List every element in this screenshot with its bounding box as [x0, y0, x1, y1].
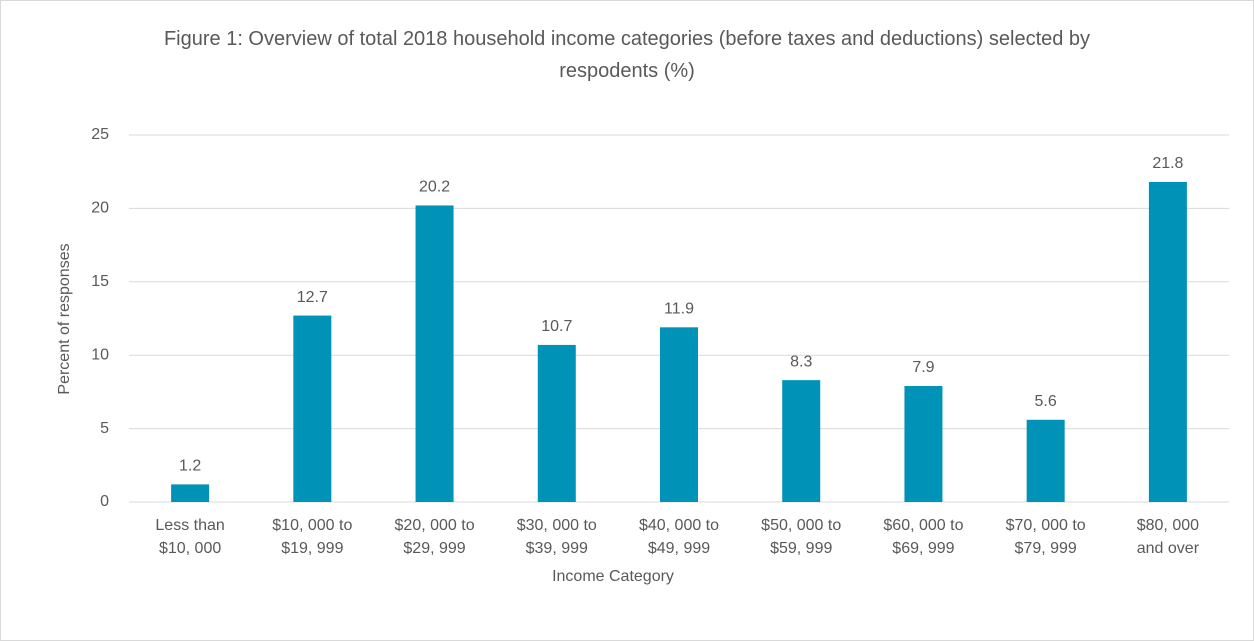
- x-tick-label: $29, 999: [403, 540, 465, 557]
- x-axis-label: Income Category: [552, 568, 674, 585]
- data-label: 7.9: [912, 359, 934, 376]
- x-tick-label: $60, 000 to: [883, 517, 963, 534]
- chart-title: Figure 1: Overview of total 2018 househo…: [163, 28, 1091, 82]
- y-tick-label: 20: [91, 200, 109, 217]
- x-tick-label: $70, 000 to: [1006, 517, 1086, 534]
- x-tick-label: $49, 999: [648, 540, 710, 557]
- data-label: 20.2: [419, 179, 450, 196]
- y-tick-label: 0: [100, 493, 109, 510]
- x-tick-label: $69, 999: [892, 540, 954, 557]
- bar: [904, 386, 943, 502]
- y-tick-label: 25: [91, 126, 109, 143]
- x-tick-label: $20, 000 to: [395, 517, 475, 534]
- bar: [1026, 419, 1065, 502]
- bar: [415, 205, 454, 503]
- data-label: 12.7: [297, 289, 328, 306]
- x-tick-label: Less than: [155, 517, 224, 534]
- bar: [782, 380, 821, 502]
- x-tick-label: and over: [1137, 540, 1200, 557]
- x-tick-label: $79, 999: [1015, 540, 1077, 557]
- x-tick-label: $39, 999: [526, 540, 588, 557]
- x-tick-label: $10, 000: [159, 540, 221, 557]
- bar: [293, 315, 332, 502]
- x-tick-label: $19, 999: [281, 540, 343, 557]
- x-tick-label: $80, 000: [1137, 517, 1199, 534]
- data-label: 8.3: [790, 353, 812, 370]
- y-tick-label: 15: [91, 273, 109, 290]
- x-tick-label: $10, 000 to: [272, 517, 352, 534]
- y-tick-label: 10: [91, 346, 109, 363]
- bar: [1148, 181, 1187, 502]
- x-tick-label: $50, 000 to: [761, 517, 841, 534]
- bar: [537, 344, 576, 502]
- data-label: 11.9: [664, 301, 694, 318]
- x-tick-label: $30, 000 to: [517, 517, 597, 534]
- data-label: 5.6: [1035, 393, 1057, 410]
- bar: [660, 327, 698, 502]
- y-axis-label: Percent of responses: [56, 243, 73, 394]
- data-label: 1.2: [179, 458, 201, 475]
- data-label: 10.7: [541, 318, 572, 335]
- bar: [171, 484, 210, 502]
- x-tick-label: $40, 000 to: [639, 517, 719, 534]
- x-tick-label: $59, 999: [770, 540, 832, 557]
- y-tick-label: 5: [100, 420, 109, 437]
- data-label: 21.8: [1152, 155, 1183, 172]
